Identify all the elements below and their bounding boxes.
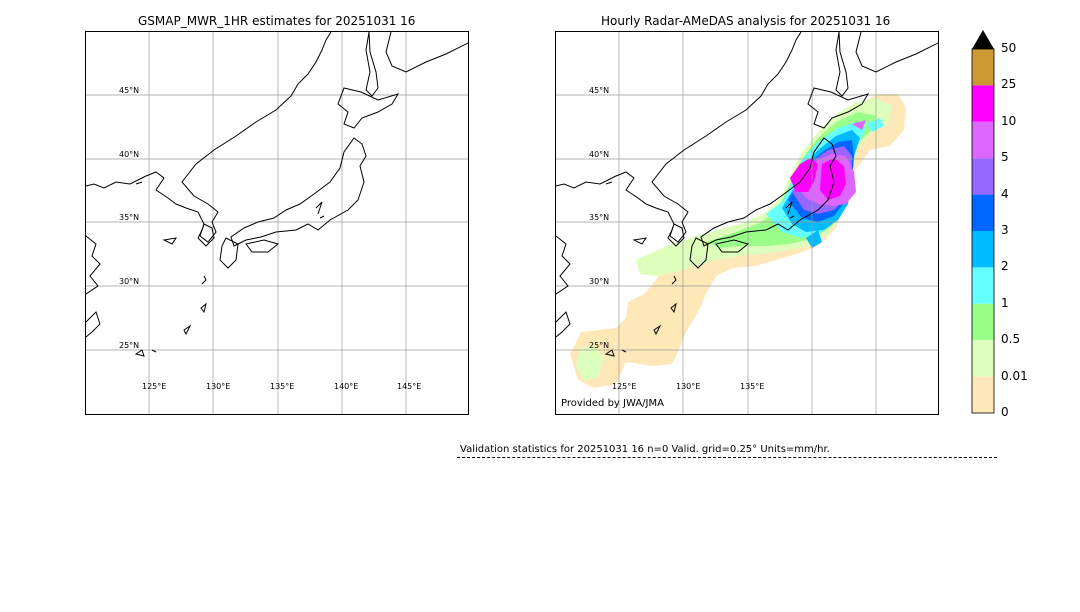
lat-label-45: 45°N	[589, 86, 609, 95]
lat-label-40: 40°N	[589, 150, 609, 159]
lon-label-125: 125°E	[612, 382, 636, 391]
lat-label-40: 40°N	[119, 150, 139, 159]
colorbar-label: 3	[1001, 223, 1009, 237]
lon-label-135: 135°E	[270, 382, 294, 391]
colorbar-label: 25	[1001, 77, 1017, 92]
colorbar-label: 4	[1001, 186, 1009, 201]
left-grid	[86, 32, 468, 414]
lat-label-35: 35°N	[589, 213, 609, 222]
colorbar-label: 10	[1001, 113, 1017, 128]
validation-stats: Validation statistics for 20251031 16 n=…	[460, 444, 830, 455]
colorbar	[971, 30, 995, 414]
lon-label-125: 125°E	[142, 382, 166, 391]
lat-label-45: 45°N	[119, 86, 139, 95]
lon-label-130: 130°E	[206, 382, 230, 391]
left-lon-labels: 125°E 130°E 135°E 140°E 145°E	[142, 382, 421, 391]
colorbar-segment	[972, 194, 994, 231]
lon-label-145: 145°E	[397, 382, 421, 391]
left-map-title: GSMAP_MWR_1HR estimates for 20251031 16	[138, 14, 416, 28]
colorbar-segments	[972, 49, 994, 413]
right-map-svg: 45°N 40°N 35°N 30°N 25°N 125°E 130°E 135…	[556, 32, 938, 414]
colorbar-segment	[972, 267, 994, 304]
colorbar-segment	[972, 158, 994, 195]
colorbar-segment	[972, 303, 994, 341]
colorbar-label: 2	[1001, 259, 1009, 274]
left-map-panel: 45°N 40°N 35°N 30°N 25°N 125°E 130°E 135…	[85, 31, 469, 415]
right-grid	[556, 32, 938, 414]
colorbar-segment	[972, 121, 994, 159]
colorbar-label: 5	[1001, 150, 1009, 165]
lat-label-35: 35°N	[119, 213, 139, 222]
colorbar-segment	[972, 376, 994, 413]
lat-label-25: 25°N	[119, 341, 139, 350]
right-coastlines	[556, 32, 938, 357]
colorbar-extend-arrow	[972, 30, 994, 49]
lon-label-140: 140°E	[334, 382, 358, 391]
colorbar-label: 50	[1001, 41, 1017, 55]
left-lat-labels: 45°N 40°N 35°N 30°N 25°N	[119, 86, 139, 350]
right-lat-labels: 45°N 40°N 35°N 30°N 25°N	[589, 86, 609, 350]
colorbar-segment	[972, 231, 994, 268]
lon-label-130: 130°E	[676, 382, 700, 391]
lon-label-135: 135°E	[740, 382, 764, 391]
lat-label-30: 30°N	[589, 277, 609, 286]
left-map-svg: 45°N 40°N 35°N 30°N 25°N 125°E 130°E 135…	[86, 32, 468, 414]
colorbar-segment	[972, 49, 994, 86]
right-map-panel: 45°N 40°N 35°N 30°N 25°N 125°E 130°E 135…	[555, 31, 939, 415]
right-map-title: Hourly Radar-AMeDAS analysis for 2025103…	[601, 14, 891, 28]
right-lon-labels: 125°E 130°E 135°E	[612, 382, 764, 391]
data-credit: Provided by JWA/JMA	[561, 398, 664, 409]
colorbar-label: 0.5	[1001, 332, 1021, 347]
left-coastlines	[86, 32, 468, 357]
colorbar-segment	[972, 85, 994, 122]
colorbar-label: 1	[1001, 295, 1009, 310]
lat-label-25: 25°N	[589, 341, 609, 350]
lat-label-30: 30°N	[119, 277, 139, 286]
colorbar-label: 0	[1001, 405, 1009, 419]
stats-divider	[457, 457, 997, 458]
colorbar-label: 0.01	[1001, 368, 1028, 383]
colorbar-svg	[971, 30, 995, 414]
colorbar-segment	[972, 340, 994, 377]
